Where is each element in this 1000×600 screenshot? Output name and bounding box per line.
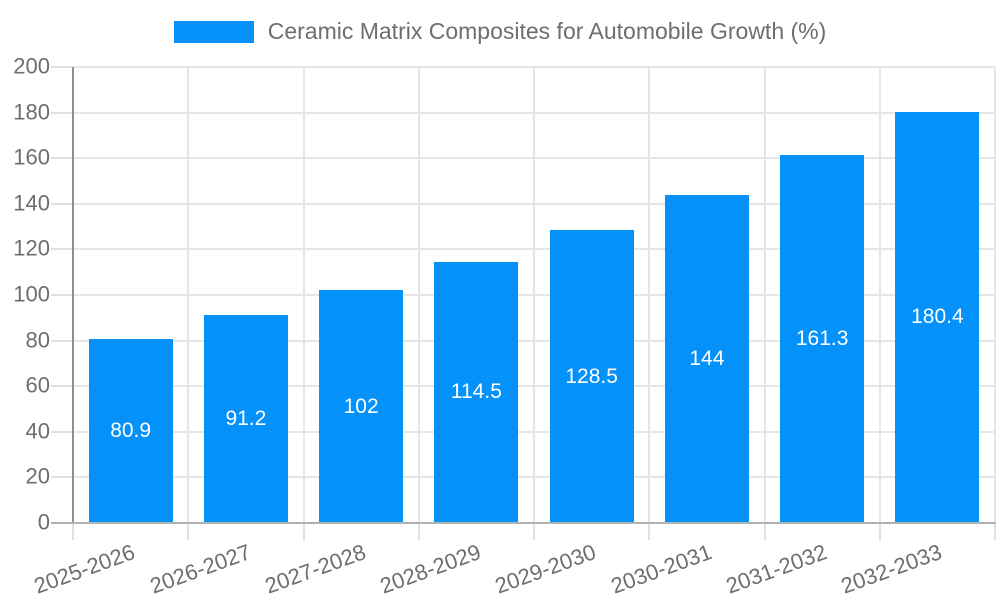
y-tick-label: 20 — [25, 463, 50, 489]
bar: 114.5 — [434, 261, 519, 523]
bar: 91.2 — [203, 315, 288, 523]
y-tick-label: 60 — [25, 372, 50, 398]
x-tick-mark — [187, 523, 190, 540]
y-tick-label: 100 — [13, 281, 50, 307]
bar-value-label: 161.3 — [795, 327, 849, 351]
gridline-vertical — [763, 67, 766, 523]
y-tick-mark — [51, 66, 73, 68]
y-tick-mark — [51, 339, 73, 342]
y-tick-mark — [51, 294, 73, 296]
bar-value-label: 80.9 — [110, 418, 152, 442]
y-tick-label: 160 — [13, 144, 50, 170]
x-tick-label: 2030-2031 — [607, 539, 715, 599]
y-tick-mark — [51, 385, 73, 388]
y-tick-mark — [51, 430, 73, 433]
bar-value-label: 180.4 — [911, 305, 964, 329]
gridline-vertical — [533, 67, 535, 523]
bar-value-label: 114.5 — [450, 380, 502, 404]
bar: 180.4 — [895, 111, 980, 523]
x-tick-mark — [417, 523, 420, 540]
x-tick-label: 2031-2032 — [722, 539, 830, 599]
x-tick-label: 2026-2027 — [146, 539, 254, 599]
y-axis-line — [72, 67, 74, 523]
x-tick-mark — [994, 523, 996, 540]
y-tick-label: 0 — [37, 509, 50, 535]
bar-value-label: 144 — [689, 346, 725, 370]
y-tick-mark — [51, 202, 73, 205]
legend-swatch-icon — [173, 20, 254, 43]
legend-label: Ceramic Matrix Composites for Automobile… — [267, 18, 827, 44]
gridline-vertical — [878, 67, 881, 523]
bar-value-label: 102 — [343, 394, 379, 418]
y-tick-label: 180 — [13, 99, 50, 125]
bar: 161.3 — [780, 155, 865, 523]
legend[interactable]: Ceramic Matrix Composites for Automobile… — [0, 18, 1000, 44]
y-tick-label: 140 — [13, 190, 50, 216]
y-tick-mark — [51, 476, 73, 479]
y-tick-label: 80 — [25, 327, 50, 353]
x-tick-mark — [72, 523, 74, 540]
gridline-vertical — [302, 67, 305, 523]
x-tick-label: 2028-2029 — [376, 539, 485, 599]
bar: 102 — [319, 290, 404, 523]
y-tick-label: 120 — [13, 235, 50, 261]
gridline-vertical — [994, 67, 996, 523]
y-tick-mark — [51, 248, 73, 251]
x-tick-label: 2025-2026 — [31, 539, 139, 599]
bar: 128.5 — [549, 230, 634, 523]
x-tick-mark — [533, 523, 535, 540]
bar: 80.9 — [88, 338, 173, 523]
x-tick-label: 2032-2033 — [837, 539, 946, 599]
x-tick-label: 2029-2030 — [492, 539, 600, 599]
gridline-vertical — [648, 67, 651, 523]
x-tick-mark — [878, 523, 881, 540]
gridline-vertical — [417, 67, 420, 523]
x-axis-line — [51, 522, 996, 524]
gridline-vertical — [187, 67, 190, 523]
y-tick-mark — [51, 111, 73, 114]
y-tick-mark — [51, 157, 73, 160]
bar-value-label: 91.2 — [225, 407, 267, 431]
y-tick-label: 40 — [25, 418, 50, 444]
x-tick-mark — [648, 523, 651, 540]
bar-value-label: 128.5 — [565, 364, 618, 388]
x-tick-mark — [763, 523, 766, 540]
y-tick-label: 200 — [13, 53, 50, 79]
bar: 144 — [664, 194, 749, 523]
x-tick-label: 2027-2028 — [261, 539, 369, 599]
x-tick-mark — [302, 523, 305, 540]
